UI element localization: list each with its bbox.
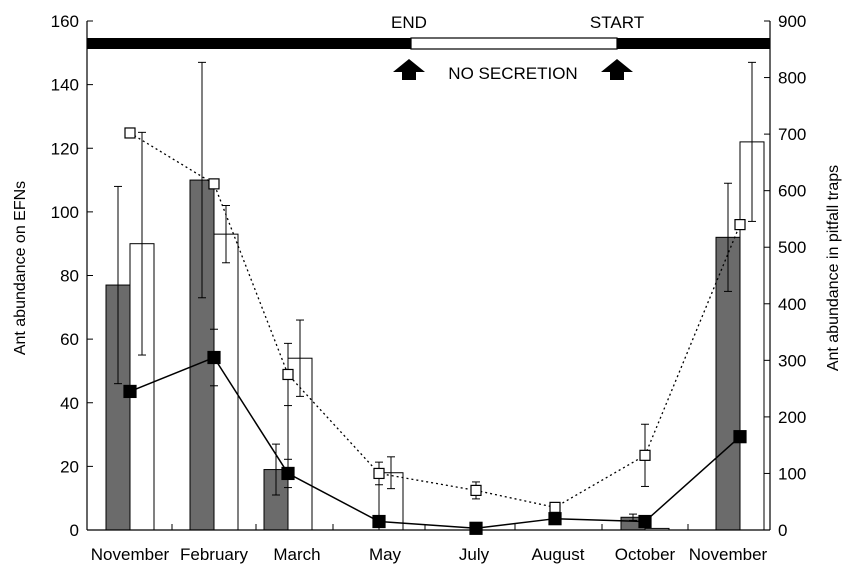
no-secretion-label: NO SECRETION xyxy=(448,64,577,83)
y-right-tick-label: 700 xyxy=(778,125,806,144)
marker-series2-2 xyxy=(207,350,221,365)
y-left-tick-label: 160 xyxy=(51,12,79,31)
y-left-tick-label: 100 xyxy=(51,203,79,222)
y-right-tick-label: 400 xyxy=(778,295,806,314)
y-left-axis-title: Ant abundance on EFNs xyxy=(12,181,29,355)
y-right-tick-label: 500 xyxy=(778,238,806,257)
secretion-bar-active-left xyxy=(87,38,411,49)
x-tick-label: November xyxy=(689,545,768,564)
y-left-tick-label: 60 xyxy=(60,330,79,349)
y-right-tick-label: 800 xyxy=(778,69,806,88)
x-tick-label: July xyxy=(459,545,490,564)
secretion-bar-inactive xyxy=(410,37,618,50)
marker-series1-1 xyxy=(124,127,136,139)
bars-layer xyxy=(105,61,765,531)
marker-series1-3 xyxy=(282,368,294,381)
y-left-tick-label: 80 xyxy=(60,267,79,286)
marker-series2-6 xyxy=(548,512,562,526)
marker-series1-6 xyxy=(549,501,561,513)
marker-series1-4 xyxy=(373,467,385,480)
y-left-tick-label: 20 xyxy=(60,457,79,476)
line-series2 xyxy=(129,356,741,530)
secretion-indicator: END START NO SECRETION xyxy=(87,13,770,83)
x-tick-label: March xyxy=(273,545,320,564)
x-tick-label: May xyxy=(369,545,402,564)
y-left-tick-label: 120 xyxy=(51,139,79,158)
x-tick-label: November xyxy=(91,545,170,564)
bar-series2-2 xyxy=(213,233,239,531)
marker-series2-7 xyxy=(638,514,652,529)
marker-series1-7 xyxy=(639,449,651,461)
axes-layer: 0 20 40 60 80 100 120 140 160 0 100 200 300 400 500 600… xyxy=(51,12,807,564)
line-series1 xyxy=(129,132,741,509)
y-right-tick-label: 200 xyxy=(778,408,806,427)
marker-series2-5 xyxy=(469,521,483,535)
y-right-tick-label: 100 xyxy=(778,464,806,483)
x-tick-label: August xyxy=(532,545,585,564)
end-label: END xyxy=(391,13,427,32)
x-tick-label: February xyxy=(180,545,249,564)
start-label: START xyxy=(590,13,644,32)
marker-series2-4 xyxy=(372,514,386,529)
marker-series1-8 xyxy=(734,219,746,231)
secretion-bar-active-right xyxy=(617,38,770,49)
y-left-tick-label: 140 xyxy=(51,76,79,95)
y-left-tick-label: 40 xyxy=(60,394,79,413)
y-right-tick-label: 600 xyxy=(778,182,806,201)
y-right-tick-label: 900 xyxy=(778,12,806,31)
end-arrow-icon xyxy=(393,59,425,80)
marker-series1-5 xyxy=(470,484,482,497)
lines-layer xyxy=(123,127,747,535)
marker-series2-1 xyxy=(123,384,137,399)
start-arrow-icon xyxy=(601,59,633,80)
marker-series1-2 xyxy=(208,178,220,190)
y-right-axis-title: Ant abundance in pitfall traps xyxy=(825,165,842,371)
marker-series2-3 xyxy=(281,466,295,481)
marker-series2-8 xyxy=(733,430,747,444)
x-tick-label: October xyxy=(615,545,676,564)
y-right-tick-label: 300 xyxy=(778,351,806,370)
y-left-tick-label: 0 xyxy=(70,521,79,540)
y-right-tick-label: 0 xyxy=(778,521,787,540)
